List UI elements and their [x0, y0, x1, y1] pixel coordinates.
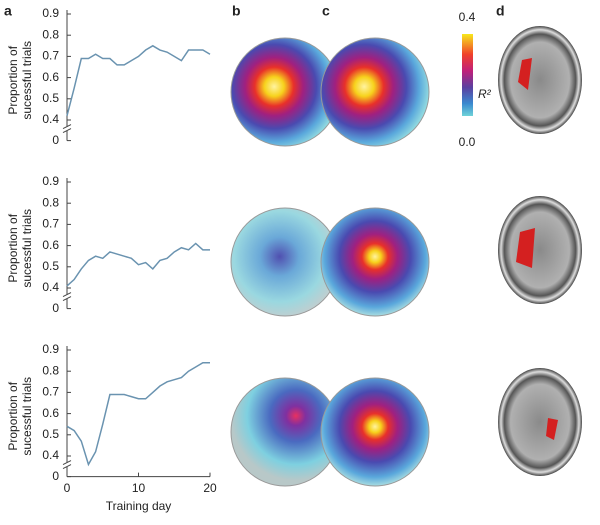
lesion: [518, 58, 532, 90]
x-tick-label: 10: [132, 481, 146, 495]
y-tick-label: 0.5: [42, 427, 59, 441]
y-tick-label: 0: [52, 301, 59, 315]
y-tick-label: 0.7: [42, 217, 59, 231]
y-tick-label: 0.4: [42, 280, 59, 294]
y-tick-label: 0.7: [42, 49, 59, 63]
colorbar-tick: 0.0: [459, 135, 476, 149]
y-tick-label: 0.5: [42, 91, 59, 105]
data-line: [66, 361, 210, 467]
topomap: [320, 377, 430, 487]
y-axis-label: sucessful trials: [20, 41, 34, 120]
topomap: [320, 37, 430, 147]
y-tick-label: 0.7: [42, 385, 59, 399]
y-axis-label: Proportion of: [6, 381, 20, 450]
colorbar-tick: 0.4: [459, 10, 476, 24]
x-tick-label: 20: [203, 481, 217, 495]
colorbar: [462, 34, 473, 116]
y-tick-label: 0: [52, 133, 59, 147]
y-axis-label: Proportion of: [6, 45, 20, 114]
y-tick-label: 0.9: [42, 6, 59, 20]
topomaps: [230, 37, 430, 487]
mri-slice: [498, 26, 582, 134]
topomap: [320, 207, 430, 317]
mri-images: [498, 26, 582, 476]
x-axis-label: Training day: [106, 499, 172, 513]
y-axis-label: sucessful trials: [20, 377, 34, 456]
y-tick-label: 0.4: [42, 112, 59, 126]
panel-label: a: [4, 3, 12, 19]
lesion: [516, 228, 535, 268]
y-tick-label: 0.6: [42, 406, 59, 420]
data-line: [66, 44, 211, 116]
y-tick-label: 0.9: [42, 174, 59, 188]
y-tick-label: 0.4: [42, 448, 59, 462]
panel-label: c: [322, 3, 330, 19]
y-tick-label: 0.8: [42, 195, 59, 209]
y-tick-label: 0: [52, 469, 59, 483]
y-tick-label: 0.6: [42, 238, 59, 252]
y-tick-label: 0.8: [42, 363, 59, 377]
y-tick-label: 0.9: [42, 342, 59, 356]
x-tick-label: 0: [64, 481, 71, 495]
y-axis-label: Proportion of: [6, 213, 20, 282]
y-tick-label: 0.5: [42, 259, 59, 273]
panel-label: d: [496, 3, 505, 19]
panel-label: b: [232, 3, 241, 19]
data-line: [66, 242, 210, 287]
y-tick-label: 0.6: [42, 70, 59, 84]
y-tick-label: 0.8: [42, 27, 59, 41]
colorbar-label: R²: [478, 87, 492, 101]
mri-slice: [498, 368, 582, 476]
lesion: [546, 418, 558, 440]
mri-slice: [498, 196, 582, 304]
y-axis-label: sucessful trials: [20, 209, 34, 288]
